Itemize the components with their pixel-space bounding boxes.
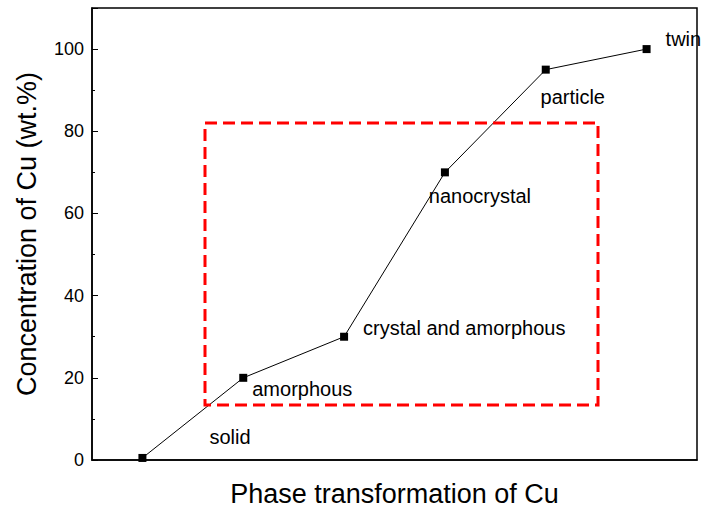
svg-text:Concentration of Cu (wt.%): Concentration of Cu (wt.%) — [12, 72, 42, 396]
svg-text:40: 40 — [64, 286, 84, 306]
svg-text:60: 60 — [64, 203, 84, 223]
svg-text:nanocrystal: nanocrystal — [429, 185, 531, 207]
svg-text:crystal and amorphous: crystal and amorphous — [363, 317, 565, 339]
svg-text:solid: solid — [209, 426, 250, 448]
svg-text:twin: twin — [666, 28, 702, 50]
svg-text:80: 80 — [64, 121, 84, 141]
svg-text:Phase transformation of Cu: Phase transformation of Cu — [230, 479, 559, 509]
svg-text:0: 0 — [74, 450, 84, 470]
svg-text:particle: particle — [541, 86, 605, 108]
svg-text:20: 20 — [64, 368, 84, 388]
svg-text:amorphous: amorphous — [252, 378, 352, 400]
svg-text:100: 100 — [54, 39, 84, 59]
